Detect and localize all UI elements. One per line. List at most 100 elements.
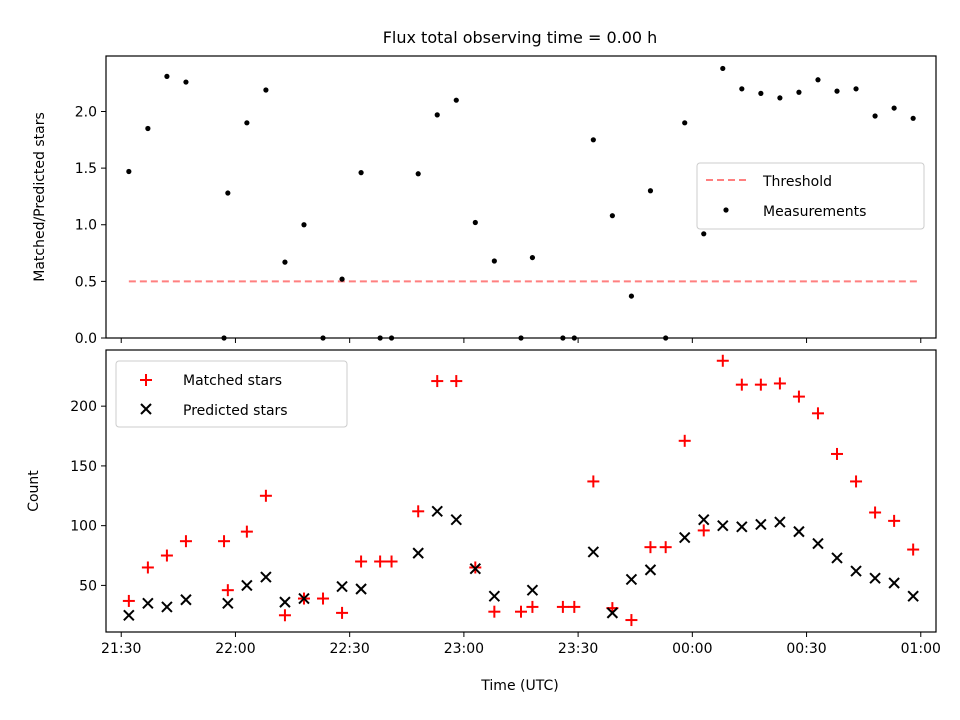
top-ticks: 0.0 0.5 1.0 1.5 2.0 [75, 104, 922, 347]
predicted-point [888, 577, 900, 589]
matched-point [515, 605, 527, 618]
measurement-point [628, 293, 635, 299]
x-tick-label: 00:30 [786, 641, 826, 657]
legend-measurements-swatch [723, 207, 729, 213]
matched-point [831, 447, 844, 460]
top-y-axis-label: Matched/Predicted stars [32, 112, 48, 282]
measurement-point [145, 125, 151, 132]
predicted-point [736, 521, 748, 533]
bottom-legend-frame [115, 360, 348, 428]
measurement-point [263, 87, 269, 93]
predicted-point [850, 565, 862, 577]
measurement-point [164, 73, 170, 79]
matched-point [385, 555, 398, 568]
measurement-point [609, 213, 615, 219]
matched-point [644, 541, 657, 554]
measurement-point [834, 88, 840, 94]
predicted-point [793, 525, 805, 538]
matched-point [697, 524, 710, 537]
legend-threshold-label: Threshold [762, 174, 832, 190]
predicted-point [717, 519, 729, 532]
y-tick-label: 0.0 [75, 331, 97, 347]
predicted-point [812, 537, 824, 550]
x-tick-label: 21:30 [101, 641, 141, 657]
matched-point [869, 506, 882, 519]
measurement-point [472, 219, 478, 226]
predicted-point [625, 573, 638, 586]
matched-point [716, 354, 729, 367]
matched-point [526, 600, 539, 613]
bottom-marks [122, 354, 920, 627]
predicted-point [450, 513, 462, 526]
measurement-point [910, 115, 916, 121]
y-tick-label: 150 [70, 459, 97, 475]
measurement-point [739, 86, 745, 92]
measurement-point [225, 190, 231, 196]
measurement-point [434, 112, 440, 118]
y-tick-label: 2.0 [75, 104, 97, 120]
measurement-point [358, 170, 364, 176]
predicted-point [222, 597, 234, 610]
y-tick-label: 1.0 [75, 218, 97, 234]
measurement-point [682, 120, 688, 126]
measurement-point [872, 113, 878, 119]
measurement-point [415, 171, 421, 177]
measurement-point [491, 258, 497, 264]
measurement-point [529, 254, 536, 261]
matched-point [240, 525, 253, 538]
matched-point [678, 434, 691, 447]
measurement-point [126, 168, 132, 175]
predicted-point [431, 505, 443, 518]
y-tick-label: 50 [79, 578, 97, 594]
matched-point [160, 549, 173, 562]
predicted-point [698, 513, 710, 526]
measurement-point [518, 335, 524, 341]
bottom-legend: Matched stars Predicted stars [115, 360, 348, 428]
legend-predicted-swatch [140, 403, 152, 415]
predicted-point [260, 571, 272, 583]
measurement-point [244, 120, 250, 126]
x-axis-label: Time (UTC) [480, 678, 558, 694]
matched-point [122, 594, 135, 607]
top-legend: Threshold Measurements [696, 162, 925, 230]
measurement-point [320, 335, 326, 341]
matched-point [659, 541, 672, 554]
measurement-point [663, 335, 669, 341]
matched-point [888, 514, 901, 527]
measurement-point [560, 335, 566, 341]
predicted-point [907, 590, 919, 602]
predicted-point [180, 594, 192, 606]
measurement-point [777, 95, 783, 101]
x-tick-label: 01:00 [901, 641, 941, 657]
matched-point [374, 555, 387, 568]
predicted-point [755, 518, 767, 531]
predicted-point [412, 547, 424, 559]
x-tick-label: 22:30 [329, 641, 369, 657]
figure-title: Flux total observing time = 0.00 h [383, 28, 658, 47]
y-tick-label: 0.5 [75, 274, 97, 290]
predicted-point [355, 583, 367, 595]
measurement-point [221, 335, 227, 341]
legend-predicted-label: Predicted stars [183, 403, 288, 419]
matched-point [431, 375, 444, 388]
legend-matched-label: Matched stars [183, 373, 282, 389]
predicted-point [241, 579, 253, 592]
y-tick-label: 200 [70, 399, 97, 415]
x-tick-label: 00:00 [672, 641, 712, 657]
predicted-point [298, 592, 310, 605]
matched-point [141, 561, 154, 574]
x-tick-label: 22:00 [215, 641, 255, 657]
measurement-point [301, 222, 307, 228]
measurement-point [815, 77, 821, 83]
measurement-point [183, 79, 189, 85]
measurement-point [720, 65, 726, 72]
legend-measurements-label: Measurements [763, 204, 866, 220]
measurement-point [339, 276, 345, 282]
measurement-point [758, 90, 764, 96]
x-tick-label: 23:30 [558, 641, 598, 657]
bottom-ticks: 21:30 22:00 22:30 23:00 23:30 00:00 00:30 01:00… [70, 399, 941, 657]
predicted-point [161, 601, 173, 613]
measurement-point [891, 105, 897, 111]
matched-point [811, 407, 824, 420]
predicted-point [142, 597, 154, 610]
